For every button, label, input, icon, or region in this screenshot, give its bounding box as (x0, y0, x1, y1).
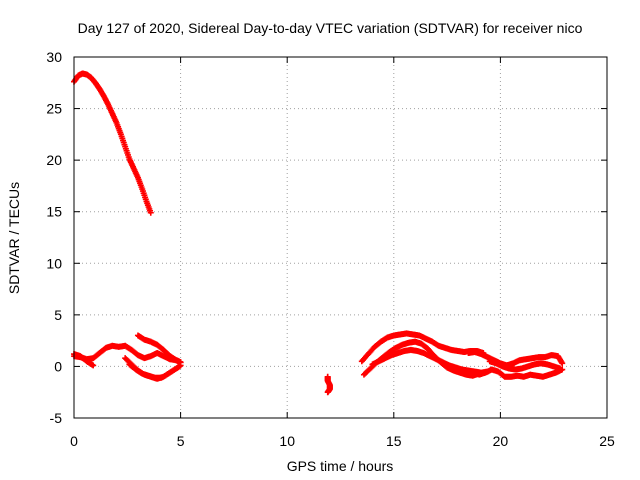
data-point (557, 365, 564, 372)
tick-layer: 0 5 10 15 20 25 -5 0 5 10 15 20 25 30 (46, 49, 615, 449)
data-point (147, 209, 154, 216)
data-point (158, 374, 165, 381)
series-arc-evening-3 (369, 346, 491, 376)
y-tick-label: 5 (54, 307, 62, 323)
y-tick-label: 10 (46, 255, 62, 271)
y-tick-label: 30 (46, 49, 62, 65)
data-point (559, 360, 566, 367)
y-axis-label: SDTVAR / TECUs (6, 182, 22, 294)
x-axis-label: GPS time / hours (287, 458, 394, 474)
data-layer (71, 70, 566, 396)
data-point (324, 389, 331, 396)
x-tick-label: 10 (279, 433, 295, 449)
plot-frame (73, 56, 608, 419)
series-arc-high (71, 70, 154, 216)
data-point (90, 362, 97, 369)
y-tick-label: 0 (54, 358, 62, 374)
chart-title: Day 127 of 2020, Sidereal Day-to-day VTE… (78, 20, 583, 36)
y-tick-label: 15 (46, 204, 62, 220)
x-tick-label: 15 (386, 433, 402, 449)
series-arc-late-3 (486, 358, 564, 373)
series-arc-low-5 (126, 361, 165, 381)
x-tick-label: 0 (70, 433, 78, 449)
x-tick-label: 25 (599, 433, 615, 449)
x-tick-label: 20 (493, 433, 509, 449)
y-tick-label: -5 (50, 410, 63, 426)
y-tick-label: 25 (46, 101, 62, 117)
series-arc-mid-a (324, 373, 333, 396)
series-arc-evening-1 (358, 330, 487, 365)
data-point (177, 359, 184, 366)
series-arc-low-4 (134, 332, 184, 366)
y-tick-label: 20 (46, 152, 62, 168)
x-tick-label: 5 (177, 433, 185, 449)
